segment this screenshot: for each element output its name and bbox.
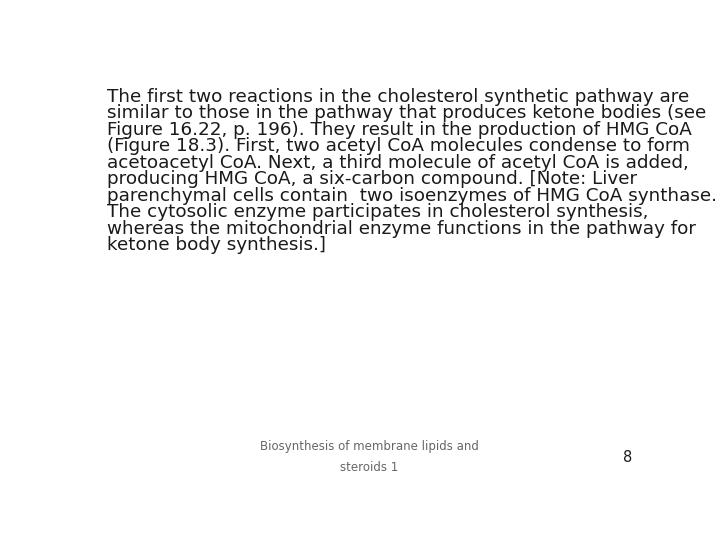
Text: parenchymal cells contain  two isoenzymes of HMG CoA synthase.: parenchymal cells contain two isoenzymes… bbox=[107, 187, 717, 205]
Text: acetoacetyl CoA. Next, a third molecule of acetyl CoA is added,: acetoacetyl CoA. Next, a third molecule … bbox=[107, 154, 689, 172]
Text: The cytosolic enzyme participates in cholesterol synthesis,: The cytosolic enzyme participates in cho… bbox=[107, 203, 649, 221]
Text: The first two reactions in the cholesterol synthetic pathway are: The first two reactions in the cholester… bbox=[107, 88, 689, 106]
Text: similar to those in the pathway that produces ketone bodies (see: similar to those in the pathway that pro… bbox=[107, 104, 706, 123]
Text: ketone body synthesis.]: ketone body synthesis.] bbox=[107, 236, 326, 254]
Text: (Figure 18.3). First, two acetyl CoA molecules condense to form: (Figure 18.3). First, two acetyl CoA mol… bbox=[107, 137, 690, 156]
Text: 8: 8 bbox=[624, 450, 632, 465]
Text: steroids 1: steroids 1 bbox=[340, 461, 398, 474]
Text: producing HMG CoA, a six-carbon compound. [Note: Liver: producing HMG CoA, a six-carbon compound… bbox=[107, 170, 637, 188]
Text: Biosynthesis of membrane lipids and: Biosynthesis of membrane lipids and bbox=[260, 440, 478, 453]
Text: Figure 16.22, p. 196). They result in the production of HMG CoA: Figure 16.22, p. 196). They result in th… bbox=[107, 121, 692, 139]
Text: whereas the mitochondrial enzyme functions in the pathway for: whereas the mitochondrial enzyme functio… bbox=[107, 220, 696, 238]
